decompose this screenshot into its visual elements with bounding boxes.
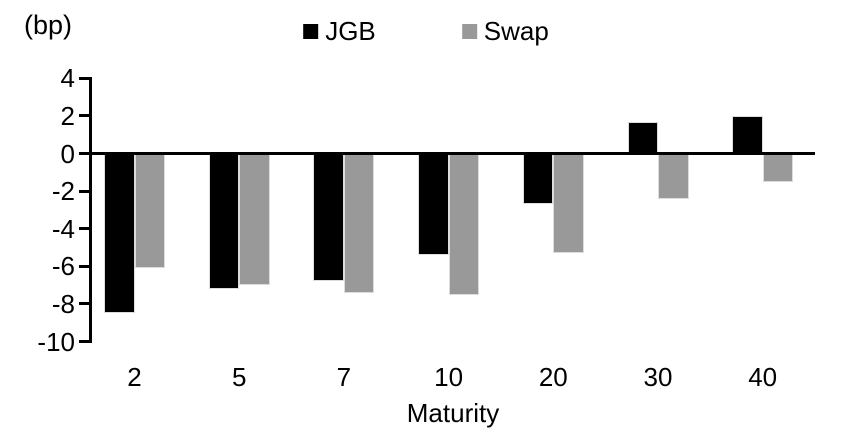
- y-axis-tick: [79, 227, 89, 231]
- y-axis-tick-label: -8: [51, 288, 75, 319]
- bar-jgb-10: [418, 153, 449, 256]
- x-axis-tick-label: 5: [231, 362, 247, 392]
- bar-swap-10: [448, 153, 480, 295]
- x-axis-tick-label: 30: [643, 362, 673, 392]
- legend-swatch-jgb: [303, 23, 319, 39]
- x-axis-tick-label: 10: [434, 362, 464, 392]
- y-axis-tick-label: -2: [51, 176, 75, 207]
- y-axis-tick-label: -10: [37, 326, 75, 357]
- y-axis-tick: [79, 302, 89, 306]
- bar-swap-7: [343, 153, 375, 293]
- bar-swap-5: [239, 153, 270, 286]
- y-axis-tick: [79, 152, 89, 155]
- bar-jgb-30: [627, 121, 658, 154]
- bar-jgb-40: [732, 115, 763, 154]
- bar-jgb-2: [104, 153, 135, 314]
- x-axis-tick-label: 20: [538, 362, 568, 392]
- y-axis-line: [89, 76, 92, 343]
- x-axis-tick-label: 7: [336, 362, 352, 392]
- bar-jgb-5: [208, 153, 240, 289]
- y-axis-tick: [79, 76, 89, 80]
- legend-item-swap: Swap: [461, 16, 549, 46]
- y-axis-tick-label: 2: [60, 100, 75, 131]
- y-axis-tick-label: -4: [51, 213, 75, 244]
- bar-jgb-20: [522, 153, 554, 205]
- bar-swap-20: [553, 153, 584, 254]
- zero-baseline: [92, 152, 815, 155]
- y-axis-tick-label: -6: [51, 251, 75, 282]
- bar-swap-2: [134, 153, 165, 269]
- bar-jgb-7: [313, 153, 344, 282]
- legend-label: Swap: [483, 16, 549, 46]
- y-axis-tick-label: 4: [60, 63, 75, 94]
- legend-swatch-swap: [461, 23, 477, 39]
- x-axis-tick-label: 40: [748, 362, 778, 392]
- x-axis-title: Maturity: [406, 398, 500, 428]
- bar-swap-40: [762, 153, 794, 182]
- legend: JGB Swap: [303, 18, 549, 44]
- legend-label: JGB: [325, 16, 376, 46]
- y-axis-tick: [79, 264, 89, 268]
- y-axis-unit-label: (bp): [24, 10, 73, 40]
- y-axis-tick: [79, 114, 89, 118]
- y-axis-tick: [79, 340, 89, 343]
- x-axis-tick-label: 2: [127, 362, 142, 392]
- y-axis-tick-label: 0: [60, 138, 75, 169]
- legend-item-jgb: JGB: [303, 18, 376, 44]
- bar-swap-30: [658, 153, 689, 199]
- y-axis-tick: [79, 189, 89, 193]
